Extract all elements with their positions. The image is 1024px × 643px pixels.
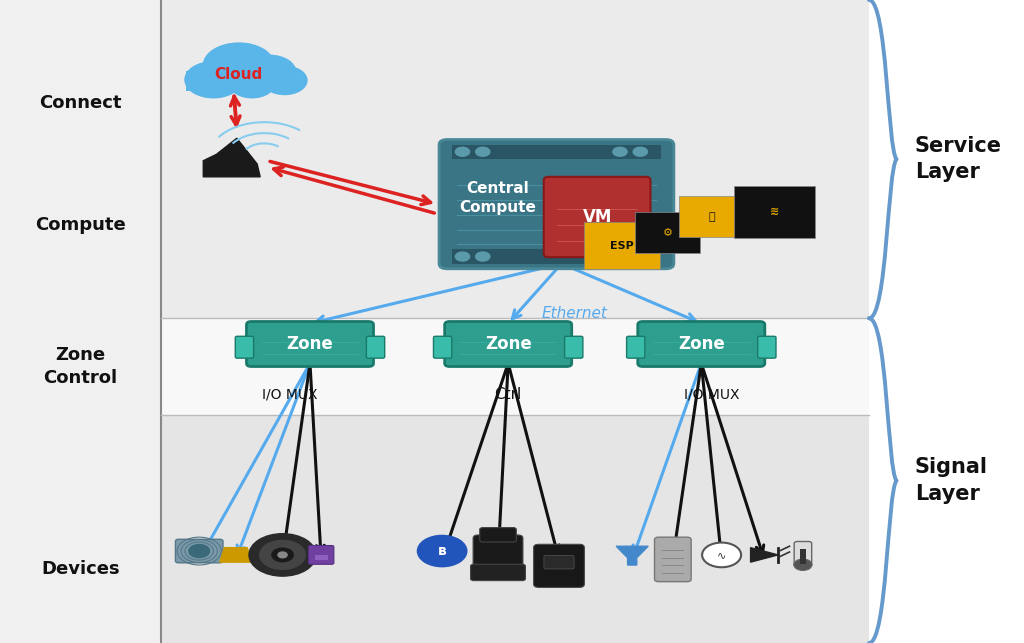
Circle shape [456, 252, 470, 261]
Circle shape [456, 147, 470, 156]
FancyBboxPatch shape [308, 545, 334, 565]
FancyBboxPatch shape [679, 196, 744, 237]
FancyBboxPatch shape [314, 555, 328, 560]
FancyBboxPatch shape [367, 336, 385, 358]
Circle shape [249, 534, 316, 576]
FancyBboxPatch shape [175, 539, 223, 563]
FancyBboxPatch shape [654, 537, 691, 582]
Circle shape [260, 540, 305, 570]
FancyBboxPatch shape [635, 212, 700, 253]
Circle shape [204, 43, 274, 88]
FancyBboxPatch shape [0, 0, 161, 643]
FancyBboxPatch shape [734, 186, 815, 238]
Text: I/O MUX: I/O MUX [684, 387, 739, 401]
FancyBboxPatch shape [236, 336, 254, 358]
FancyBboxPatch shape [544, 177, 650, 257]
Text: ESP: ESP [610, 240, 634, 251]
FancyBboxPatch shape [247, 322, 374, 367]
Circle shape [243, 55, 296, 89]
Text: Zone
Control: Zone Control [43, 346, 118, 387]
FancyBboxPatch shape [758, 336, 776, 358]
Text: Signal
Layer: Signal Layer [914, 457, 988, 504]
Text: VM: VM [583, 208, 611, 226]
Polygon shape [224, 550, 247, 560]
Text: ⚙: ⚙ [663, 228, 673, 238]
Circle shape [229, 69, 274, 98]
FancyBboxPatch shape [638, 322, 765, 367]
Text: ≋: ≋ [770, 207, 779, 217]
FancyBboxPatch shape [186, 71, 284, 91]
FancyBboxPatch shape [453, 249, 660, 264]
FancyBboxPatch shape [471, 565, 525, 581]
FancyBboxPatch shape [161, 415, 869, 643]
Circle shape [613, 252, 627, 261]
Text: Ctrl: Ctrl [495, 386, 522, 402]
Text: 🎯: 🎯 [709, 212, 715, 222]
Text: ∿: ∿ [717, 550, 726, 560]
Circle shape [633, 147, 647, 156]
Text: Connect: Connect [39, 94, 122, 112]
Polygon shape [616, 546, 648, 565]
Text: Compute: Compute [35, 216, 126, 234]
Circle shape [278, 552, 287, 557]
Text: Devices: Devices [41, 560, 120, 578]
Text: I/O MUX: I/O MUX [262, 387, 317, 401]
Text: Central
Compute: Central Compute [460, 181, 537, 215]
FancyBboxPatch shape [473, 535, 523, 570]
Text: Service
Layer: Service Layer [914, 136, 1001, 183]
FancyBboxPatch shape [161, 0, 869, 318]
FancyBboxPatch shape [795, 541, 812, 566]
Circle shape [188, 545, 210, 557]
Text: Cloud: Cloud [215, 67, 263, 82]
FancyBboxPatch shape [627, 336, 645, 358]
Circle shape [702, 543, 741, 567]
Text: Zone: Zone [287, 335, 334, 353]
Polygon shape [220, 548, 252, 562]
FancyBboxPatch shape [433, 336, 452, 358]
FancyBboxPatch shape [444, 322, 571, 367]
Text: Zone: Zone [484, 335, 531, 353]
Circle shape [272, 548, 293, 562]
Circle shape [476, 252, 489, 261]
Circle shape [794, 559, 812, 570]
FancyBboxPatch shape [439, 140, 674, 269]
Text: ʙ: ʙ [437, 544, 446, 558]
Polygon shape [204, 138, 260, 177]
FancyBboxPatch shape [453, 145, 660, 159]
FancyBboxPatch shape [585, 222, 659, 269]
Text: Zone: Zone [678, 335, 725, 353]
FancyBboxPatch shape [544, 556, 574, 569]
FancyBboxPatch shape [161, 318, 869, 415]
Circle shape [418, 536, 467, 566]
Polygon shape [751, 548, 778, 562]
FancyBboxPatch shape [534, 544, 585, 588]
Circle shape [476, 147, 489, 156]
FancyBboxPatch shape [564, 336, 583, 358]
Circle shape [633, 252, 647, 261]
Circle shape [262, 66, 307, 95]
Text: Ethernet: Ethernet [542, 307, 607, 322]
Circle shape [185, 62, 242, 98]
FancyBboxPatch shape [479, 527, 516, 542]
FancyBboxPatch shape [800, 549, 806, 564]
Circle shape [613, 147, 627, 156]
